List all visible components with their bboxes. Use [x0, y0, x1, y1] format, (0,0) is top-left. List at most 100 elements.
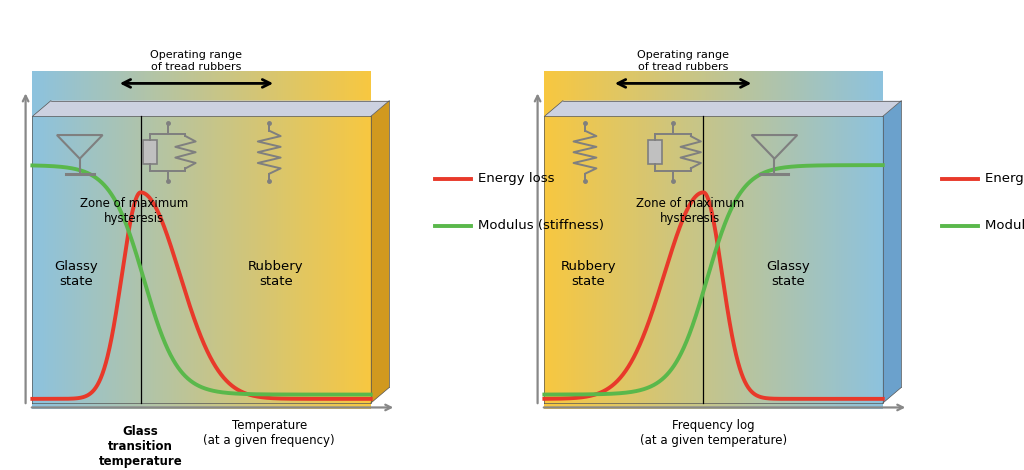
Bar [750, 70, 752, 409]
Bar [816, 70, 817, 409]
Bar [323, 70, 324, 409]
Bar [204, 70, 205, 409]
Bar [368, 70, 369, 409]
Bar [702, 70, 703, 409]
Bar [636, 70, 637, 409]
Bar [869, 70, 870, 409]
Bar [590, 70, 591, 409]
Bar [829, 70, 831, 409]
Bar [143, 141, 157, 164]
Bar [141, 70, 143, 409]
Bar [847, 70, 848, 409]
Bar [862, 70, 864, 409]
Bar [316, 70, 318, 409]
Bar [583, 70, 584, 409]
Bar [745, 70, 746, 409]
Bar [295, 70, 297, 409]
Bar [164, 70, 166, 409]
Bar [327, 70, 329, 409]
Bar [617, 70, 620, 409]
Bar [860, 70, 861, 409]
Bar [62, 70, 65, 409]
Bar [581, 70, 582, 409]
Bar [156, 70, 157, 409]
Bar [572, 70, 574, 409]
Bar [705, 70, 706, 409]
Bar [878, 70, 879, 409]
Bar [136, 70, 137, 409]
Bar [839, 70, 841, 409]
Bar [826, 70, 827, 409]
Bar [315, 70, 317, 409]
Bar [52, 70, 54, 409]
Bar [199, 70, 200, 409]
Bar [230, 70, 232, 409]
Bar [827, 70, 829, 409]
Bar [801, 70, 802, 409]
Bar [708, 70, 710, 409]
Bar [785, 70, 787, 409]
Bar [867, 70, 868, 409]
Bar [713, 70, 714, 409]
Bar [790, 70, 791, 409]
Bar [754, 70, 756, 409]
Bar [670, 70, 671, 409]
Bar [285, 70, 287, 409]
Bar [818, 70, 820, 409]
Bar [299, 70, 300, 409]
Bar [159, 70, 160, 409]
Bar [687, 70, 689, 409]
Bar [116, 70, 118, 409]
Bar [125, 70, 126, 409]
Bar [594, 70, 596, 409]
Bar [318, 70, 321, 409]
Bar [369, 70, 370, 409]
Bar [608, 70, 610, 409]
Bar [238, 70, 240, 409]
Bar [35, 70, 36, 409]
Bar [370, 70, 371, 409]
Bar [640, 70, 642, 409]
Bar [246, 70, 247, 409]
Bar [43, 70, 44, 409]
Bar [279, 70, 280, 409]
Bar [297, 70, 299, 409]
Bar [551, 70, 553, 409]
Bar [856, 70, 857, 409]
Bar [119, 70, 121, 409]
Bar [185, 70, 187, 409]
Bar [637, 70, 638, 409]
Bar [223, 70, 224, 409]
Bar [546, 70, 547, 409]
Bar [863, 70, 865, 409]
Bar [102, 70, 103, 409]
Bar [657, 70, 658, 409]
Bar [717, 70, 719, 409]
Bar [195, 70, 197, 409]
Bar [853, 70, 855, 409]
Bar [336, 70, 337, 409]
Bar [69, 70, 70, 409]
Bar [34, 70, 35, 409]
Bar [301, 70, 302, 409]
Bar [214, 70, 215, 409]
Bar [189, 70, 190, 409]
Bar [354, 70, 355, 409]
Bar [274, 70, 276, 409]
Bar [803, 70, 804, 409]
Bar [880, 70, 881, 409]
Bar [630, 70, 632, 409]
Bar [80, 70, 81, 409]
Bar [132, 70, 133, 409]
Bar [183, 70, 185, 409]
Bar [770, 70, 771, 409]
Bar [682, 70, 683, 409]
Bar [824, 70, 825, 409]
Bar [753, 70, 755, 409]
Bar [726, 70, 727, 409]
Bar [193, 70, 194, 409]
Bar [252, 70, 254, 409]
Bar [748, 70, 749, 409]
Bar [55, 70, 56, 409]
Bar [106, 70, 109, 409]
